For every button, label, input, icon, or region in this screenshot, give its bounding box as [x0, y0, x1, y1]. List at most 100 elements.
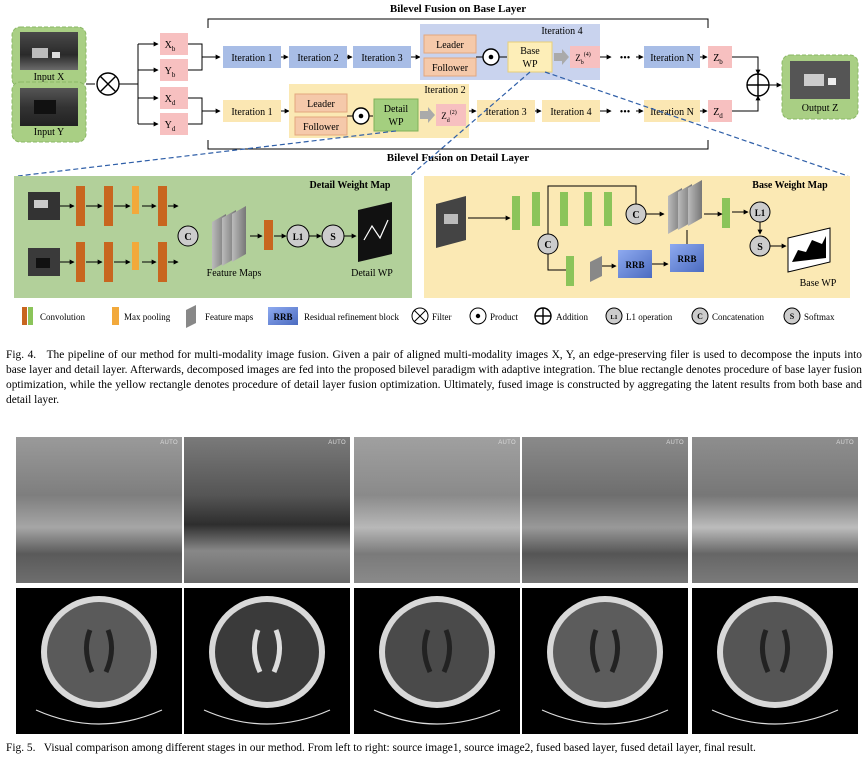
svg-text:C: C	[544, 240, 551, 251]
layer-block	[566, 256, 574, 286]
brain-scan	[203, 596, 331, 725]
detail-iteration-n: Iteration N	[650, 107, 694, 118]
input-y-label: Input Y	[34, 127, 64, 138]
auto-watermark: AUTO	[498, 440, 516, 446]
detail-layer-title: Bilevel Fusion on Detail Layer	[387, 152, 530, 164]
fig5-image-grid: AUTO AUTO AUTO AUTO AUTO	[16, 437, 858, 738]
svg-text:Max pooling: Max pooling	[124, 312, 171, 322]
detail-iteration-3: Iteration 3	[485, 107, 526, 118]
zd-output: Zd	[713, 107, 723, 120]
svg-text:Follower: Follower	[432, 63, 469, 74]
yb-box: Yb	[160, 59, 188, 81]
base-iteration-2: Iteration 2	[297, 53, 338, 64]
svg-text:Convolution: Convolution	[40, 312, 86, 322]
svg-text:Iteration 4: Iteration 4	[541, 26, 582, 37]
brain-scan	[711, 596, 839, 725]
svg-text:L1 operation: L1 operation	[626, 312, 673, 322]
fig4-caption-text: The pipeline of our method for multi-mod…	[6, 349, 862, 406]
svg-text:Base: Base	[520, 46, 540, 57]
svg-text:S: S	[790, 312, 795, 321]
addition-operator	[746, 73, 770, 97]
layer-block	[132, 242, 139, 270]
auto-watermark: AUTO	[160, 440, 178, 446]
base-iteration-n: Iteration N	[650, 53, 694, 64]
svg-text:Product: Product	[490, 312, 518, 322]
svg-text:C: C	[632, 210, 639, 221]
svg-text:Leader: Leader	[307, 99, 335, 110]
svg-text:RRB: RRB	[273, 312, 292, 322]
svg-text:•••: •••	[620, 53, 631, 64]
medical-result-2	[184, 588, 350, 734]
layer-block	[104, 186, 113, 226]
svg-text:Xb: Xb	[165, 40, 176, 53]
fig5-caption-text: Visual comparison among different stages…	[43, 742, 756, 754]
infrared-visible-result-5: AUTO	[692, 437, 858, 583]
svg-text:Detail: Detail	[384, 104, 409, 115]
yd-box: Yd	[160, 113, 188, 135]
svg-text:Zb(4): Zb(4)	[575, 51, 591, 66]
layer-block	[158, 242, 167, 282]
xd-box: Xd	[160, 87, 188, 109]
auto-watermark: AUTO	[666, 440, 684, 446]
infrared-visible-result-1: AUTO	[16, 437, 182, 583]
layer-block	[532, 192, 540, 226]
svg-text:S: S	[330, 232, 336, 243]
svg-text:Residual refinement block: Residual refinement block	[304, 312, 399, 322]
svg-text:Base Weight Map: Base Weight Map	[752, 180, 828, 191]
medical-result-5	[692, 588, 858, 734]
fig4-pipeline-diagram: Bilevel Fusion on Base Layer Bilevel Fus…	[11, 3, 859, 328]
infrared-visible-result-3: AUTO	[354, 437, 520, 583]
svg-text:L1: L1	[610, 315, 617, 321]
svg-text:Detail Weight Map: Detail Weight Map	[310, 180, 391, 191]
detail-iteration-4: Iteration 4	[550, 107, 591, 118]
output-z-label: Output Z	[802, 103, 838, 114]
input-x-image: Input X	[11, 26, 87, 88]
brain-scan	[373, 596, 501, 725]
auto-watermark: AUTO	[328, 440, 346, 446]
layer-block	[604, 192, 612, 226]
medical-result-3	[354, 588, 520, 734]
svg-text:L1: L1	[755, 208, 766, 218]
filter-operator	[96, 72, 120, 96]
svg-text:Yb: Yb	[165, 66, 176, 79]
output-z-image: Output Z	[781, 54, 859, 120]
fig5-caption-label: Fig. 5.	[6, 742, 36, 754]
input-x-label: Input X	[34, 72, 66, 83]
svg-text:Addition: Addition	[556, 312, 589, 322]
svg-text:C: C	[697, 312, 703, 321]
zb-output: Zb	[713, 53, 723, 66]
svg-text:RRB: RRB	[677, 254, 696, 264]
svg-text:Detail WP: Detail WP	[351, 268, 393, 279]
base-iteration-1: Iteration 1	[231, 53, 272, 64]
svg-text:Iteration 2: Iteration 2	[424, 85, 465, 96]
svg-text:Base WP: Base WP	[800, 278, 837, 289]
layer-block	[76, 242, 85, 282]
svg-text:Xd: Xd	[165, 94, 176, 107]
layer-block	[158, 186, 167, 226]
layer-block	[512, 196, 520, 230]
svg-text:WP: WP	[389, 117, 404, 128]
svg-text:•••: •••	[620, 107, 631, 118]
xb-box: Xb	[160, 33, 188, 55]
svg-text:WP: WP	[523, 59, 538, 70]
base-weight-map-panel: Base Weight Map C C RRB RRB L1 S Base WP	[424, 176, 850, 298]
brain-scan	[35, 596, 163, 725]
fig5-caption: Fig. 5. Visual comparison among differen…	[6, 741, 862, 756]
auto-watermark: AUTO	[836, 440, 854, 446]
iteration-4-panel: Iteration 4 Leader Follower Base WP Zb(4…	[420, 24, 600, 80]
svg-text:Feature Maps: Feature Maps	[207, 268, 262, 279]
fig4-caption: Fig. 4. The pipeline of our method for m…	[6, 348, 862, 408]
svg-text:S: S	[757, 242, 763, 253]
layer-block	[560, 192, 568, 226]
svg-text:RRB: RRB	[625, 260, 644, 270]
svg-text:Yd: Yd	[165, 120, 176, 133]
legend: Convolution Max pooling Feature maps RRB…	[22, 305, 835, 328]
svg-text:Softmax: Softmax	[804, 312, 835, 322]
infrared-visible-result-4: AUTO	[522, 437, 688, 583]
medical-result-4	[522, 588, 688, 734]
detail-weight-map-panel: Detail Weight Map C Feature Maps L1 S De…	[14, 176, 412, 298]
infrared-visible-result-2: AUTO	[184, 437, 350, 583]
brain-scan	[541, 596, 669, 725]
svg-text:C: C	[184, 232, 191, 243]
svg-text:Leader: Leader	[436, 40, 464, 51]
